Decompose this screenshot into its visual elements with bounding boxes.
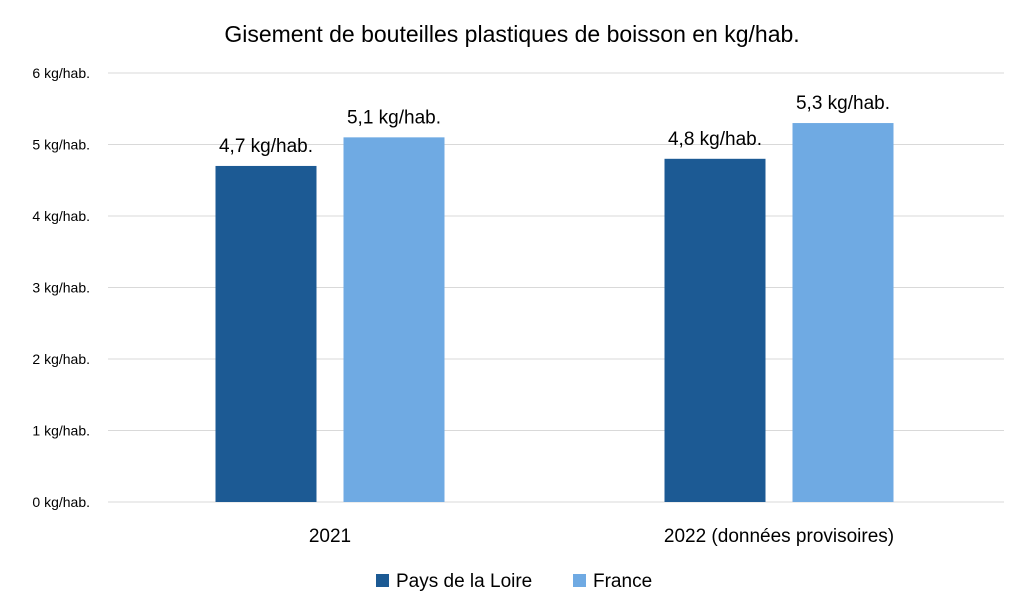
legend: Pays de la Loire France	[376, 571, 652, 592]
data-label: 5,1 kg/hab.	[347, 107, 441, 128]
y-tick-label: 6 kg/hab.	[32, 65, 90, 81]
y-tick-label: 4 kg/hab.	[32, 208, 90, 224]
x-tick-label: 2022 (données provisoires)	[664, 526, 894, 547]
y-tick-label: 5 kg/hab.	[32, 137, 90, 153]
y-tick-label: 3 kg/hab.	[32, 280, 90, 296]
bar-france	[343, 137, 445, 502]
legend-label: France	[593, 571, 652, 592]
data-label: 4,8 kg/hab.	[668, 129, 762, 150]
y-tick-label: 2 kg/hab.	[32, 351, 90, 367]
bars	[215, 123, 894, 503]
legend-swatch	[376, 574, 389, 587]
x-tick-label: 2021	[309, 526, 351, 547]
data-label: 4,7 kg/hab.	[219, 136, 313, 157]
bar-pays-de-la-loire	[215, 165, 317, 502]
legend-swatch	[573, 574, 586, 587]
legend-label: Pays de la Loire	[396, 571, 532, 592]
y-tick-label: 1 kg/hab.	[32, 423, 90, 439]
chart-title: Gisement de bouteilles plastiques de boi…	[224, 21, 799, 47]
data-label: 5,3 kg/hab.	[796, 93, 890, 114]
data-labels: 4,7 kg/hab. 5,1 kg/hab. 4,8 kg/hab. 5,3 kg/…	[219, 93, 890, 157]
x-axis-tick-labels: 2021 2022 (données provisoires)	[309, 526, 894, 547]
bar-france	[792, 123, 894, 503]
y-tick-label: 0 kg/hab.	[32, 494, 90, 510]
bar-pays-de-la-loire	[664, 158, 766, 503]
y-axis-tick-labels: 0 kg/hab. 1 kg/hab. 2 kg/hab. 3 kg/hab. 4 kg…	[32, 65, 90, 510]
